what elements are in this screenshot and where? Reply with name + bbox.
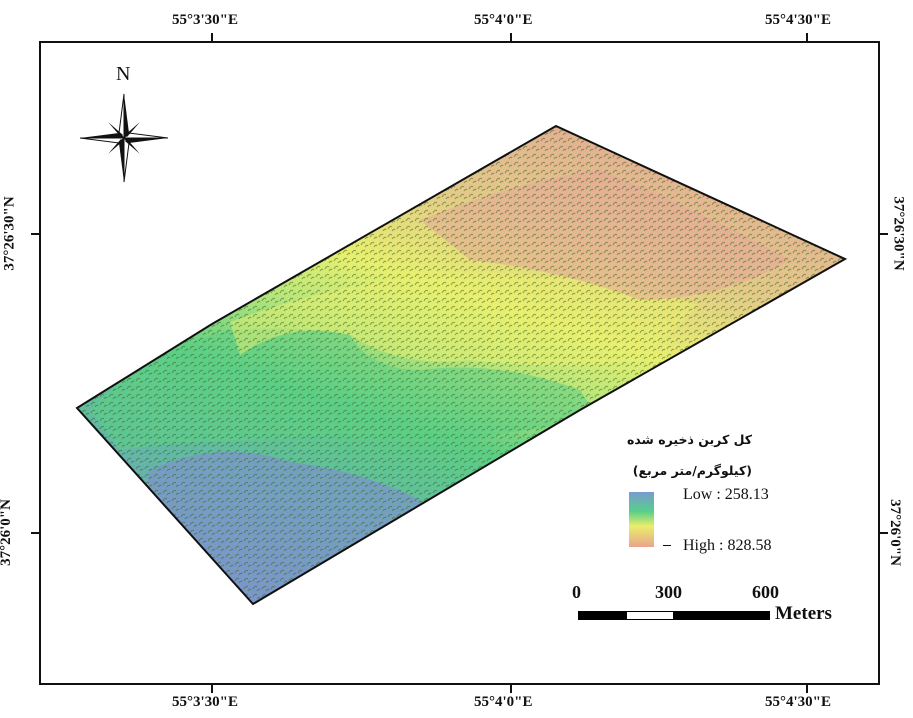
tick-right-1 (879, 233, 888, 235)
tick-bottom-3 (806, 684, 808, 693)
tick-left-2 (31, 532, 40, 534)
tick-bottom-2 (510, 684, 512, 693)
tick-top-2 (510, 33, 512, 42)
north-arrow-icon (79, 93, 169, 183)
tick-bottom-1 (211, 684, 213, 693)
scale-label-600: 600 (752, 582, 779, 602)
legend-low-label: Low : 258.13 (683, 486, 769, 503)
north-label: N (116, 63, 131, 85)
scale-segment-2 (626, 611, 674, 620)
legend-high-tick (663, 545, 671, 546)
legend-color-ramp (629, 492, 654, 547)
scale-segment-3 (674, 611, 770, 620)
tick-right-2 (879, 532, 888, 534)
scale-segment-1 (578, 611, 626, 620)
longitude-label-top-3: 55°4'30"E (765, 12, 831, 28)
scale-label-300: 300 (655, 582, 682, 602)
tick-top-3 (806, 33, 808, 42)
longitude-label-top-1: 55°3'30"E (172, 12, 238, 28)
legend-unit: (کیلوگرم/متر مربع) (632, 463, 752, 478)
longitude-label-bottom-1: 55°3'30"E (172, 694, 238, 710)
tick-left-1 (31, 233, 40, 235)
study-area-boundary (75, 124, 848, 606)
tick-top-1 (211, 33, 213, 42)
longitude-label-top-2: 55°4'0"E (474, 12, 533, 28)
scale-label-0: 0 (572, 582, 581, 602)
map-frame (39, 41, 880, 685)
legend-title: کل کربن ذخیره شده (626, 432, 752, 447)
longitude-label-bottom-3: 55°4'30"E (765, 694, 831, 710)
legend-high-label: High : 828.58 (683, 537, 772, 554)
longitude-label-bottom-2: 55°4'0"E (474, 694, 533, 710)
scale-unit: Meters (775, 603, 832, 624)
